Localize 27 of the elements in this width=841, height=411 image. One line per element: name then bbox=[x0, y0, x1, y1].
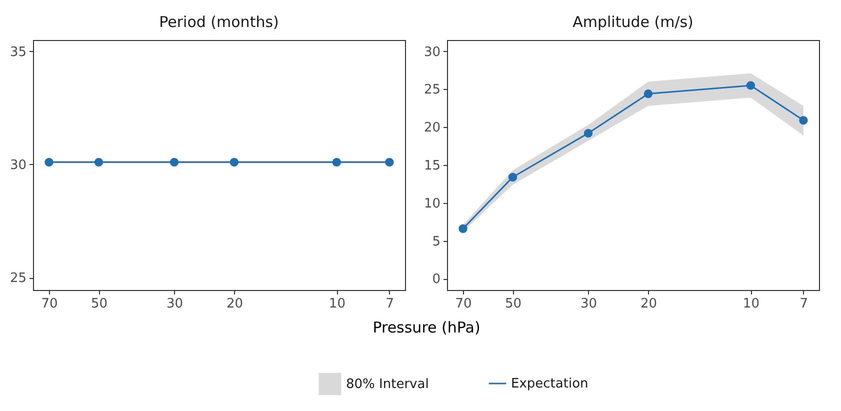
x-tick-label: 10 bbox=[742, 296, 760, 312]
y-tick-label: 35 bbox=[10, 44, 26, 60]
x-tick-label: 30 bbox=[580, 296, 598, 312]
legend-label: Expectation bbox=[511, 376, 588, 392]
y-tick-label: 30 bbox=[10, 158, 26, 173]
x-tick-label: 30 bbox=[166, 296, 184, 312]
x-tick-label: 70 bbox=[41, 296, 58, 312]
x-tick-label: 50 bbox=[504, 296, 522, 312]
y-tick-label: 25 bbox=[424, 82, 440, 98]
y-tick-label: 30 bbox=[424, 44, 440, 60]
y-tick-label: 15 bbox=[424, 158, 440, 174]
y-tick-label: 5 bbox=[432, 234, 440, 250]
x-tick-label: 7 bbox=[386, 296, 394, 312]
chart-title: Period (months) bbox=[159, 13, 279, 31]
chart-title: Amplitude (m/s) bbox=[572, 13, 694, 31]
y-tick-label: 20 bbox=[424, 120, 440, 136]
y-tick-label: 0 bbox=[432, 272, 440, 288]
y-tick-label: 10 bbox=[424, 196, 440, 212]
x-tick-label: 70 bbox=[455, 296, 472, 312]
x-axis-title: Pressure (hPa) bbox=[372, 318, 480, 336]
x-tick-label: 50 bbox=[90, 296, 108, 312]
x-tick-label: 20 bbox=[226, 296, 243, 312]
text: 80% Interval bbox=[346, 377, 429, 392]
y-tick-label: 25 bbox=[10, 271, 26, 286]
x-tick-label: 7 bbox=[800, 296, 808, 312]
x-tick-label: 20 bbox=[640, 296, 657, 312]
x-tick-label: 10 bbox=[328, 296, 346, 312]
